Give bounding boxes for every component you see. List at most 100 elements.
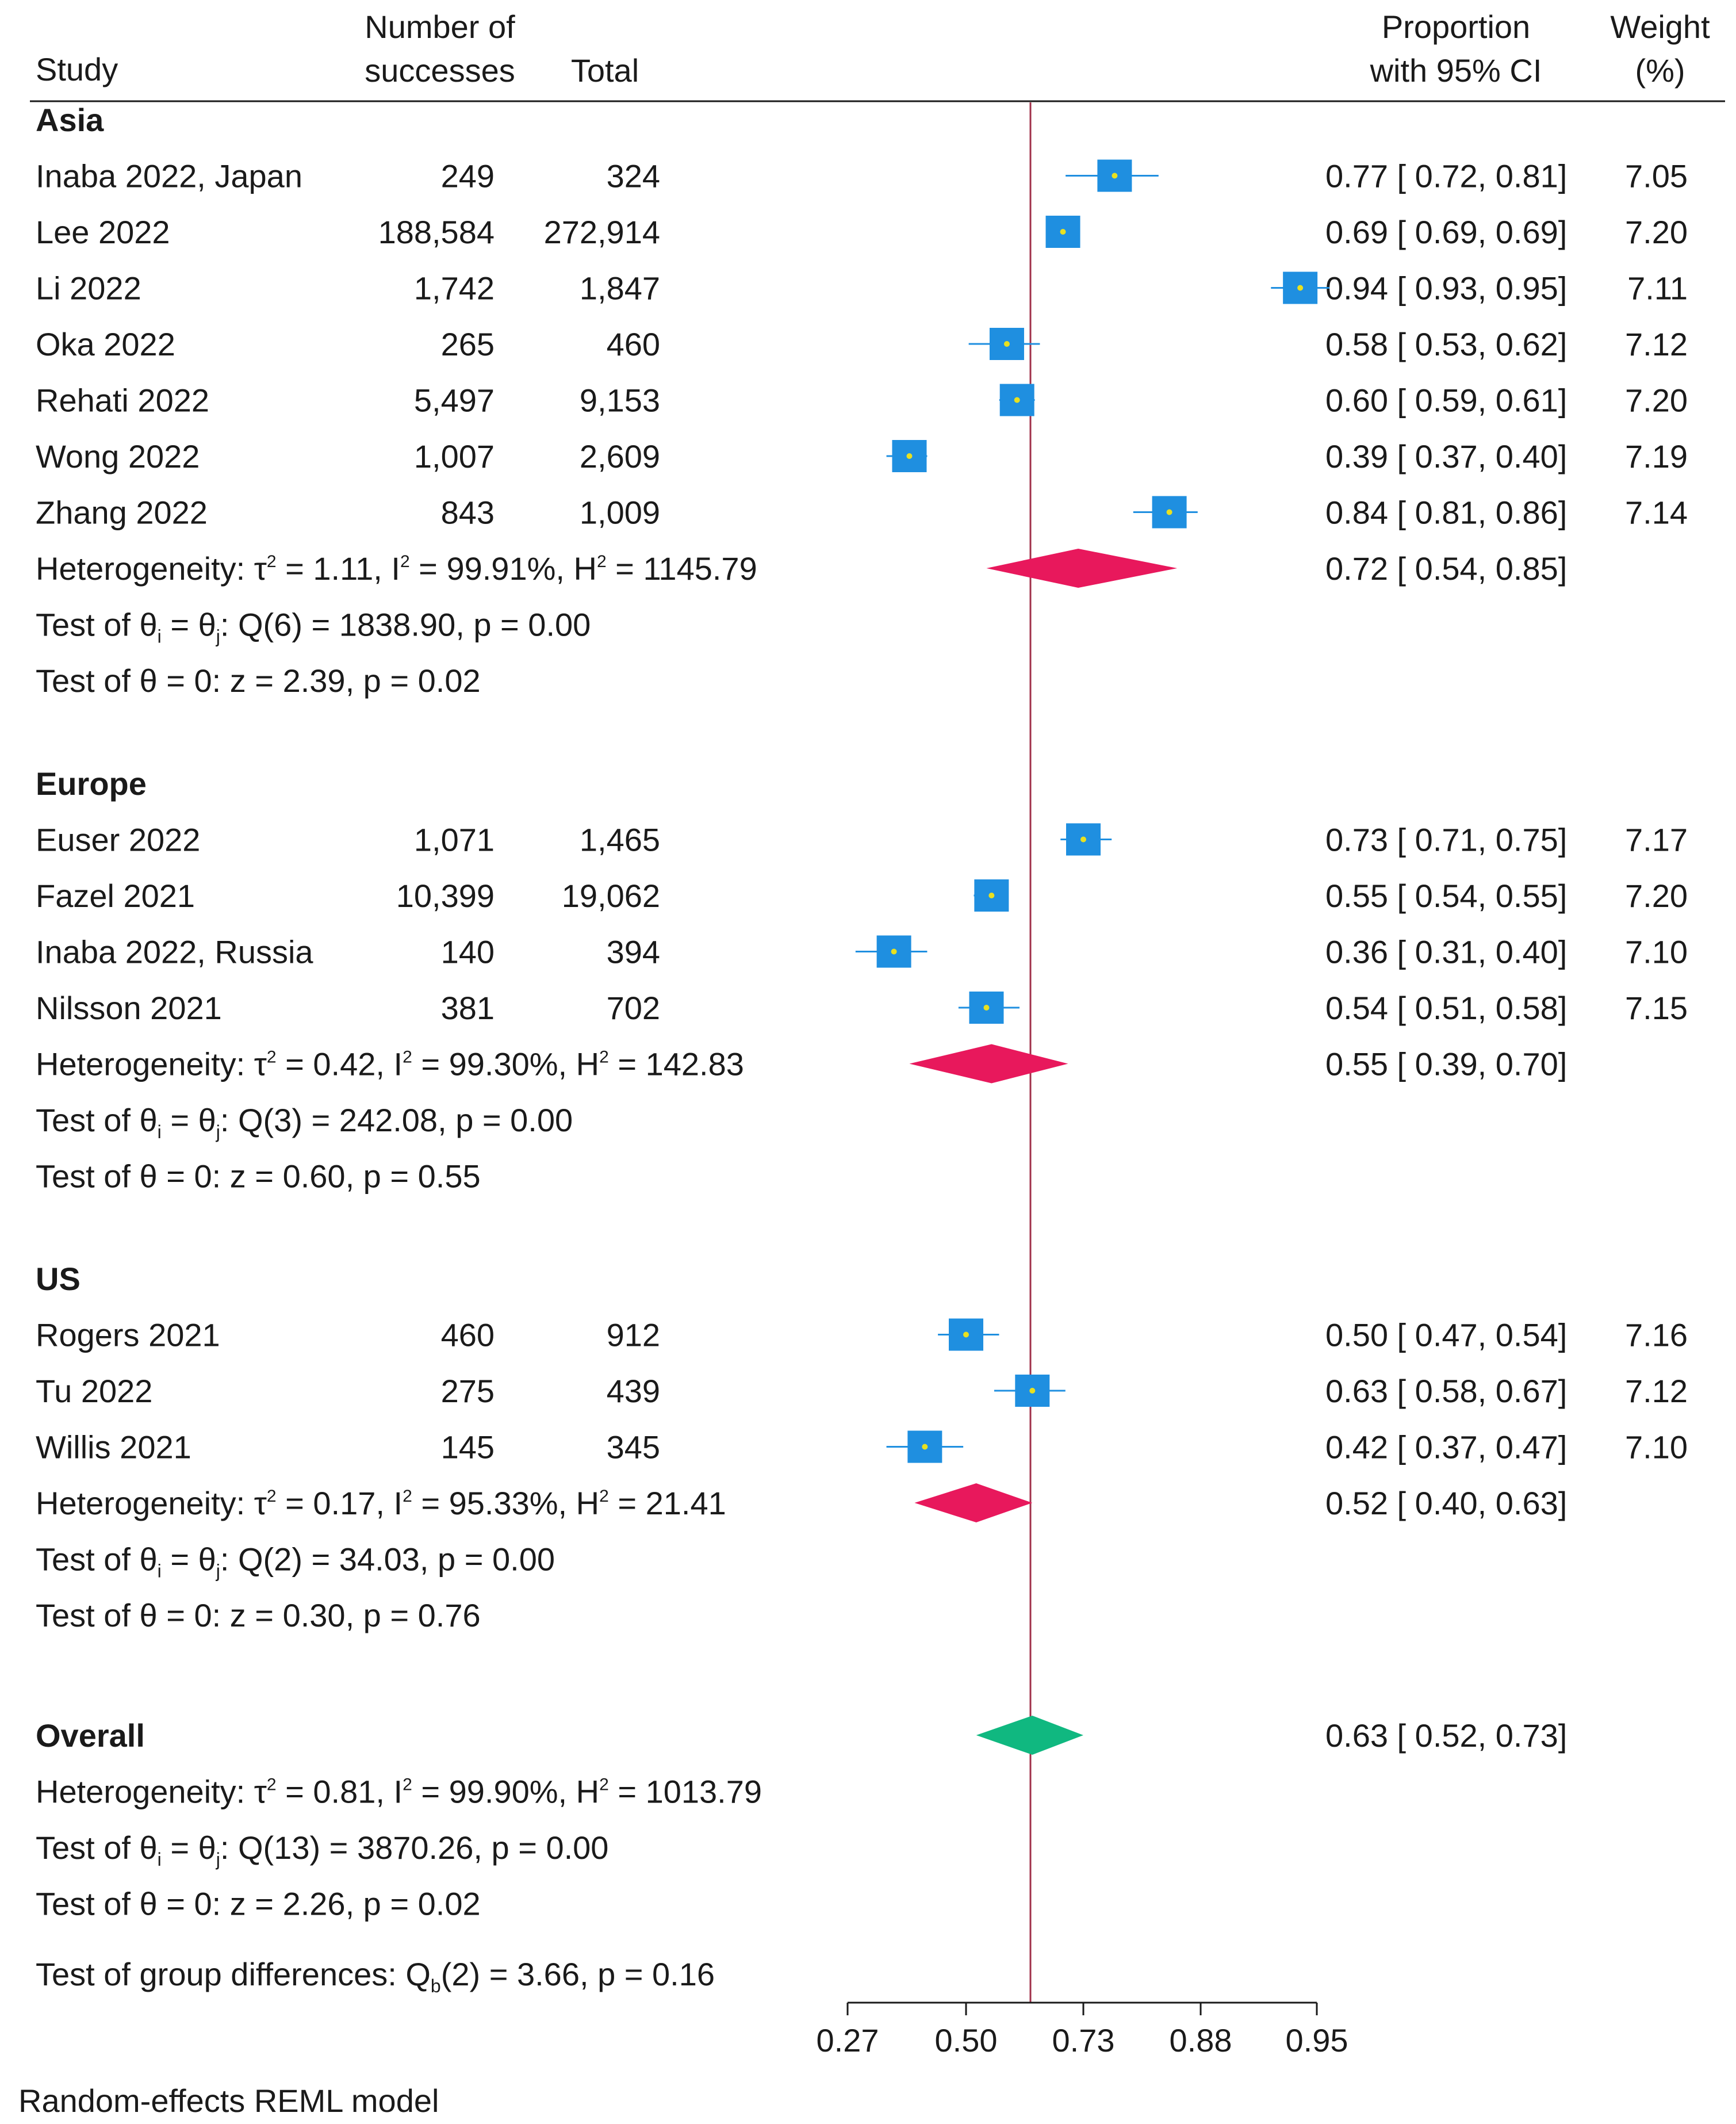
study-successes: 145 bbox=[441, 1429, 495, 1465]
group-label: Europe bbox=[36, 766, 147, 802]
header-successes-line1: Number of bbox=[365, 9, 515, 45]
study-successes: 381 bbox=[441, 990, 495, 1026]
study-point-estimate bbox=[1060, 229, 1066, 235]
study-successes: 249 bbox=[441, 158, 495, 194]
group-summary-diamond bbox=[986, 549, 1178, 588]
study-weight: 7.15 bbox=[1625, 990, 1688, 1026]
study-point-estimate bbox=[1003, 341, 1010, 347]
study-total: 394 bbox=[607, 934, 660, 970]
study-successes: 140 bbox=[441, 934, 495, 970]
x-axis-tick-label: 0.88 bbox=[1170, 2022, 1232, 2058]
study-point-estimate bbox=[1080, 836, 1086, 843]
group-summary-ci-text: 0.52 [ 0.40, 0.63] bbox=[1325, 1485, 1567, 1521]
study-label: Inaba 2022, Russia bbox=[36, 934, 313, 970]
model-footnote: Random-effects REML model bbox=[18, 2083, 439, 2119]
study-label: Nilsson 2021 bbox=[36, 990, 222, 1026]
group-heterogeneity: Heterogeneity: τ2 = 1.11, I2 = 99.91%, H… bbox=[36, 550, 757, 587]
study-point-estimate bbox=[1029, 1388, 1036, 1394]
study-ci-text: 0.94 [ 0.93, 0.95] bbox=[1325, 270, 1567, 307]
x-axis-tick-label: 0.27 bbox=[817, 2022, 879, 2058]
study-point-estimate bbox=[963, 1331, 969, 1338]
study-successes: 275 bbox=[441, 1373, 495, 1409]
study-total: 19,062 bbox=[562, 878, 660, 914]
study-total: 1,847 bbox=[580, 270, 660, 307]
study-label: Oka 2022 bbox=[36, 326, 175, 362]
group-z-test: Test of θ = 0: z = 0.60, p = 0.55 bbox=[36, 1158, 481, 1195]
study-total: 1,465 bbox=[580, 822, 660, 858]
study-point-estimate bbox=[922, 1444, 928, 1450]
study-total: 702 bbox=[607, 990, 660, 1026]
header-proportion-line1: Proportion bbox=[1382, 9, 1530, 45]
study-label: Lee 2022 bbox=[36, 214, 170, 250]
study-weight: 7.12 bbox=[1625, 1373, 1688, 1409]
group-z-test: Test of θ = 0: z = 0.30, p = 0.76 bbox=[36, 1597, 481, 1633]
study-successes: 265 bbox=[441, 326, 495, 362]
study-ci-text: 0.50 [ 0.47, 0.54] bbox=[1325, 1317, 1567, 1353]
study-ci-text: 0.77 [ 0.72, 0.81] bbox=[1325, 158, 1567, 194]
study-total: 912 bbox=[607, 1317, 660, 1353]
study-successes: 843 bbox=[441, 495, 495, 531]
group-summary-diamond bbox=[909, 1044, 1068, 1084]
group-heterogeneity: Heterogeneity: τ2 = 0.42, I2 = 99.30%, H… bbox=[36, 1046, 744, 1082]
study-ci-text: 0.39 [ 0.37, 0.40] bbox=[1325, 438, 1567, 474]
study-label: Willis 2021 bbox=[36, 1429, 191, 1465]
header-weight-line1: Weight bbox=[1610, 9, 1710, 45]
study-successes: 188,584 bbox=[378, 214, 495, 250]
study-label: Zhang 2022 bbox=[36, 495, 208, 531]
study-label: Euser 2022 bbox=[36, 822, 200, 858]
study-total: 9,153 bbox=[580, 382, 660, 419]
study-weight: 7.19 bbox=[1625, 438, 1688, 474]
study-weight: 7.20 bbox=[1625, 878, 1688, 914]
study-weight: 7.20 bbox=[1625, 382, 1688, 419]
header-proportion-line2: with 95% CI bbox=[1370, 52, 1542, 89]
header-total: Total bbox=[571, 52, 639, 89]
study-point-estimate bbox=[891, 948, 897, 955]
overall-q-test: Test of θi = θj: Q(13) = 3870.26, p = 0.… bbox=[36, 1830, 608, 1870]
study-total: 272,914 bbox=[544, 214, 660, 250]
study-successes: 1,071 bbox=[414, 822, 495, 858]
study-total: 2,609 bbox=[580, 438, 660, 474]
x-axis-tick-label: 0.73 bbox=[1052, 2022, 1115, 2058]
study-total: 1,009 bbox=[580, 495, 660, 531]
study-total: 439 bbox=[607, 1373, 660, 1409]
study-ci-text: 0.60 [ 0.59, 0.61] bbox=[1325, 382, 1567, 419]
group-differences-test: Test of group differences: Qb(2) = 3.66,… bbox=[36, 1956, 715, 1996]
study-ci-text: 0.84 [ 0.81, 0.86] bbox=[1325, 495, 1567, 531]
overall-summary-diamond bbox=[976, 1716, 1083, 1755]
study-point-estimate bbox=[1014, 397, 1020, 403]
study-weight: 7.16 bbox=[1625, 1317, 1688, 1353]
study-ci-text: 0.58 [ 0.53, 0.62] bbox=[1325, 326, 1567, 362]
study-ci-text: 0.55 [ 0.54, 0.55] bbox=[1325, 878, 1567, 914]
study-label: Wong 2022 bbox=[36, 438, 200, 474]
study-ci-text: 0.36 [ 0.31, 0.40] bbox=[1325, 934, 1567, 970]
study-label: Rogers 2021 bbox=[36, 1317, 220, 1353]
group-q-test: Test of θi = θj: Q(6) = 1838.90, p = 0.0… bbox=[36, 607, 591, 647]
x-axis-tick-label: 0.95 bbox=[1286, 2022, 1348, 2058]
study-weight: 7.10 bbox=[1625, 1429, 1688, 1465]
study-label: Rehati 2022 bbox=[36, 382, 209, 419]
study-ci-text: 0.42 [ 0.37, 0.47] bbox=[1325, 1429, 1567, 1465]
overall-summary-ci-text: 0.63 [ 0.52, 0.73] bbox=[1325, 1717, 1567, 1754]
study-point-estimate bbox=[988, 893, 995, 898]
header-study: Study bbox=[36, 51, 118, 87]
study-successes: 10,399 bbox=[396, 878, 495, 914]
group-z-test: Test of θ = 0: z = 2.39, p = 0.02 bbox=[36, 663, 481, 699]
group-label: US bbox=[36, 1261, 81, 1297]
study-successes: 1,742 bbox=[414, 270, 495, 307]
study-ci-text: 0.73 [ 0.71, 0.75] bbox=[1325, 822, 1567, 858]
group-q-test: Test of θi = θj: Q(2) = 34.03, p = 0.00 bbox=[36, 1541, 555, 1582]
header-weight-line2: (%) bbox=[1635, 52, 1685, 89]
overall-heterogeneity: Heterogeneity: τ2 = 0.81, I2 = 99.90%, H… bbox=[36, 1774, 762, 1810]
group-summary-ci-text: 0.55 [ 0.39, 0.70] bbox=[1325, 1046, 1567, 1082]
study-label: Fazel 2021 bbox=[36, 878, 195, 914]
group-label: Asia bbox=[36, 102, 104, 138]
study-weight: 7.20 bbox=[1625, 214, 1688, 250]
study-ci-text: 0.63 [ 0.58, 0.67] bbox=[1325, 1373, 1567, 1409]
overall-label: Overall bbox=[36, 1717, 145, 1754]
study-weight: 7.10 bbox=[1625, 934, 1688, 970]
x-axis-tick-label: 0.50 bbox=[935, 2022, 998, 2058]
study-weight: 7.12 bbox=[1625, 326, 1688, 362]
header-successes-line2: successes bbox=[365, 52, 515, 89]
group-summary-diamond bbox=[914, 1483, 1033, 1522]
